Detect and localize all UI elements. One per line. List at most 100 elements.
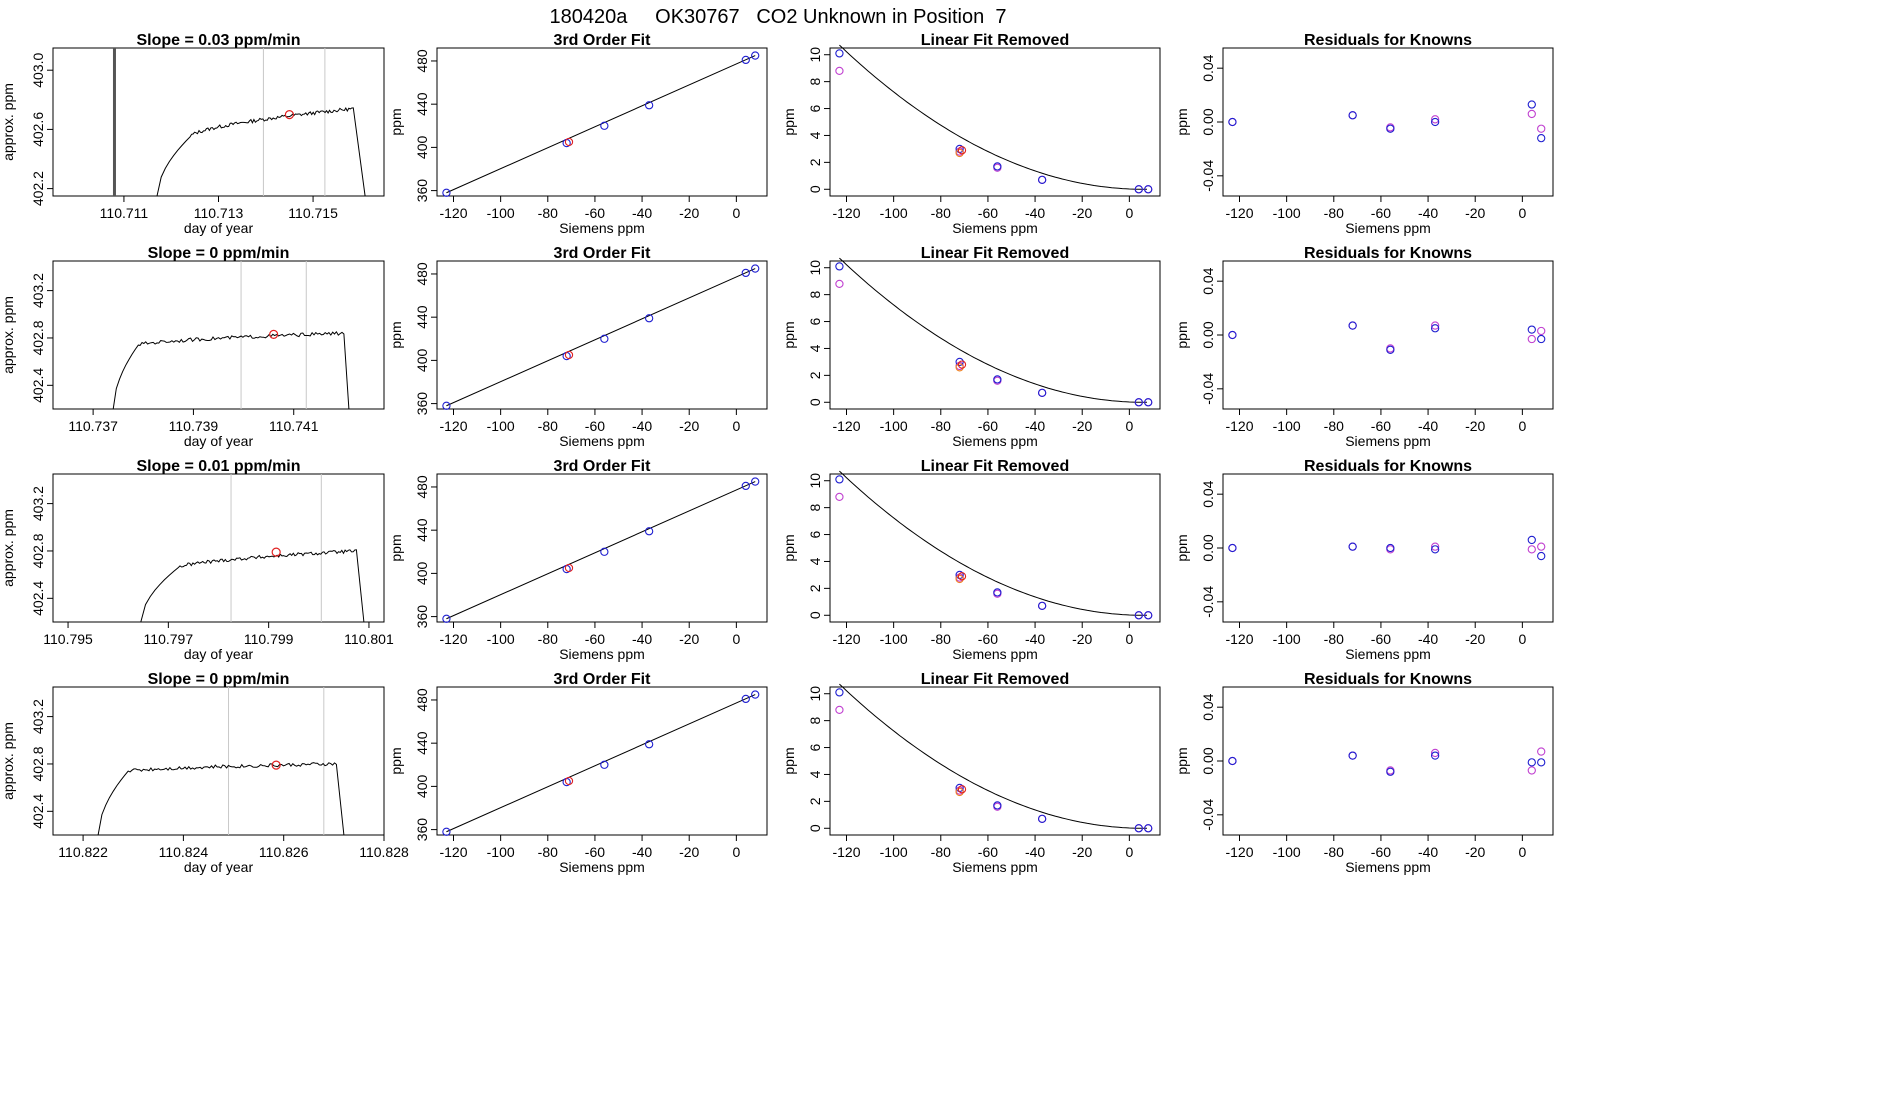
x-tick-label: -40 xyxy=(1418,205,1438,221)
y-tick-label: 440 xyxy=(414,731,430,755)
known-point xyxy=(644,314,654,323)
y-axis-label: ppm xyxy=(781,321,797,348)
known-point-blue xyxy=(1386,124,1395,133)
panel-title: 3rd Order Fit xyxy=(554,32,652,49)
x-tick-label: -120 xyxy=(1225,631,1253,647)
x-axis-label: Siemens ppm xyxy=(952,433,1038,449)
known-point-blue xyxy=(1348,751,1357,760)
x-tick-label: -20 xyxy=(1465,631,1485,647)
x-tick-label: 0 xyxy=(1125,631,1133,647)
known-point xyxy=(442,614,451,623)
known-point-blue xyxy=(1386,543,1395,553)
known-point-blue xyxy=(1430,117,1440,127)
x-tick-label: 110.799 xyxy=(244,631,294,647)
x-tick-label: 0 xyxy=(732,418,740,434)
plot-frame xyxy=(436,473,768,623)
panel-title: 3rd Order Fit xyxy=(554,671,652,688)
x-tick-label: 110.801 xyxy=(344,631,394,647)
panel-r4c3: Linear Fit Removed -120 -100 -80 -60 -40 -20 0 S… xyxy=(781,671,1161,875)
x-tick-label: -100 xyxy=(1273,631,1301,647)
known-point-blue xyxy=(1386,767,1395,776)
panel-title: Slope = 0.03 ppm/min xyxy=(136,32,300,49)
known-point-blue xyxy=(1537,551,1546,561)
plot-frame xyxy=(829,473,1161,623)
panel-r1c3: Linear Fit Removed -120 -100 -80 -60 -40 -20 0 S… xyxy=(781,32,1161,236)
x-tick-label: -100 xyxy=(880,844,908,860)
panel-title: Linear Fit Removed xyxy=(921,671,1069,688)
y-tick-label: 0 xyxy=(807,611,823,619)
panel-title: Residuals for Knowns xyxy=(1304,458,1472,475)
known-point xyxy=(741,268,750,278)
x-tick-label: -60 xyxy=(1371,631,1391,647)
y-tick-label: 0.00 xyxy=(1200,534,1216,561)
residual-curve xyxy=(839,257,1147,403)
x-tick-label: -80 xyxy=(1324,418,1344,434)
known-point-blue xyxy=(1228,756,1237,766)
panel-r1c4: Residuals for Knowns -120 -100 -80 -60 -40 -20… xyxy=(1174,32,1554,236)
y-tick-label: 400 xyxy=(414,135,430,159)
panel-r4c4: Residuals for Knowns -120 -100 -80 -60 -40 -20… xyxy=(1174,671,1554,875)
x-tick-label: -120 xyxy=(832,205,860,221)
known-point-blue xyxy=(1527,758,1536,767)
known-point-blue xyxy=(1537,334,1546,344)
y-axis-label: ppm xyxy=(388,108,404,135)
known-point-magenta xyxy=(1527,109,1536,119)
y-tick-label: 480 xyxy=(414,262,430,286)
y-tick-label: 402.4 xyxy=(30,368,46,403)
known-point-magenta xyxy=(1430,748,1440,758)
x-tick-label: -60 xyxy=(585,418,605,434)
x-tick-label: 0 xyxy=(732,631,740,647)
x-tick-label: -40 xyxy=(1025,205,1045,221)
y-tick-label: 360 xyxy=(414,179,430,203)
y-axis-label: ppm xyxy=(388,534,404,561)
panel-title: Slope = 0.01 ppm/min xyxy=(136,458,300,475)
x-tick-label: 110.824 xyxy=(159,844,209,860)
known-point-blue xyxy=(1348,111,1357,120)
y-tick-label: 403.0 xyxy=(30,52,46,87)
x-axis-label: Siemens ppm xyxy=(559,220,645,236)
panel-title: Linear Fit Removed xyxy=(921,245,1069,262)
x-tick-label: -80 xyxy=(1324,844,1344,860)
y-tick-label: 0.00 xyxy=(1200,747,1216,774)
x-axis-label: Siemens ppm xyxy=(559,859,645,875)
x-tick-label: -100 xyxy=(1273,418,1301,434)
known-point-blue xyxy=(1037,814,1047,824)
mean-marker xyxy=(284,109,295,120)
x-tick-label: 0 xyxy=(732,205,740,221)
x-tick-label: -120 xyxy=(832,844,860,860)
y-tick-label: 360 xyxy=(414,392,430,416)
y-tick-label: 0 xyxy=(807,398,823,406)
x-tick-label: -60 xyxy=(585,844,605,860)
plot-frame xyxy=(829,686,1161,836)
x-tick-label: -120 xyxy=(439,205,467,221)
known-point-blue xyxy=(1134,398,1143,407)
unknown-point xyxy=(564,563,574,573)
panel-title: Slope = 0 ppm/min xyxy=(148,245,290,262)
known-point xyxy=(600,760,609,769)
residual-curve xyxy=(839,683,1147,829)
unknown-point-orange xyxy=(955,574,964,584)
known-point-blue xyxy=(993,588,1002,597)
y-tick-label: 4 xyxy=(807,131,823,139)
known-point-blue xyxy=(1228,117,1237,127)
x-tick-label: -60 xyxy=(1371,844,1391,860)
known-point-blue xyxy=(1430,324,1440,333)
x-tick-label: 0 xyxy=(1125,844,1133,860)
known-point xyxy=(751,264,760,273)
y-tick-label: 4 xyxy=(807,770,823,778)
known-point-blue xyxy=(1430,545,1440,554)
x-tick-label: 0 xyxy=(732,844,740,860)
x-tick-label: -80 xyxy=(931,631,951,647)
x-tick-label: -40 xyxy=(632,205,652,221)
x-tick-label: -100 xyxy=(880,631,908,647)
panel-title: 3rd Order Fit xyxy=(554,458,652,475)
x-tick-label: -80 xyxy=(538,631,558,647)
known-point-blue xyxy=(1134,185,1143,194)
y-tick-label: 6 xyxy=(807,317,823,325)
x-tick-label: -60 xyxy=(585,631,605,647)
figure-title: 180420a OK30767 CO2 Unknown in Position … xyxy=(549,6,1007,28)
x-tick-label: -20 xyxy=(679,844,699,860)
plot-frame xyxy=(1222,47,1554,197)
known-point-blue xyxy=(1228,330,1237,340)
